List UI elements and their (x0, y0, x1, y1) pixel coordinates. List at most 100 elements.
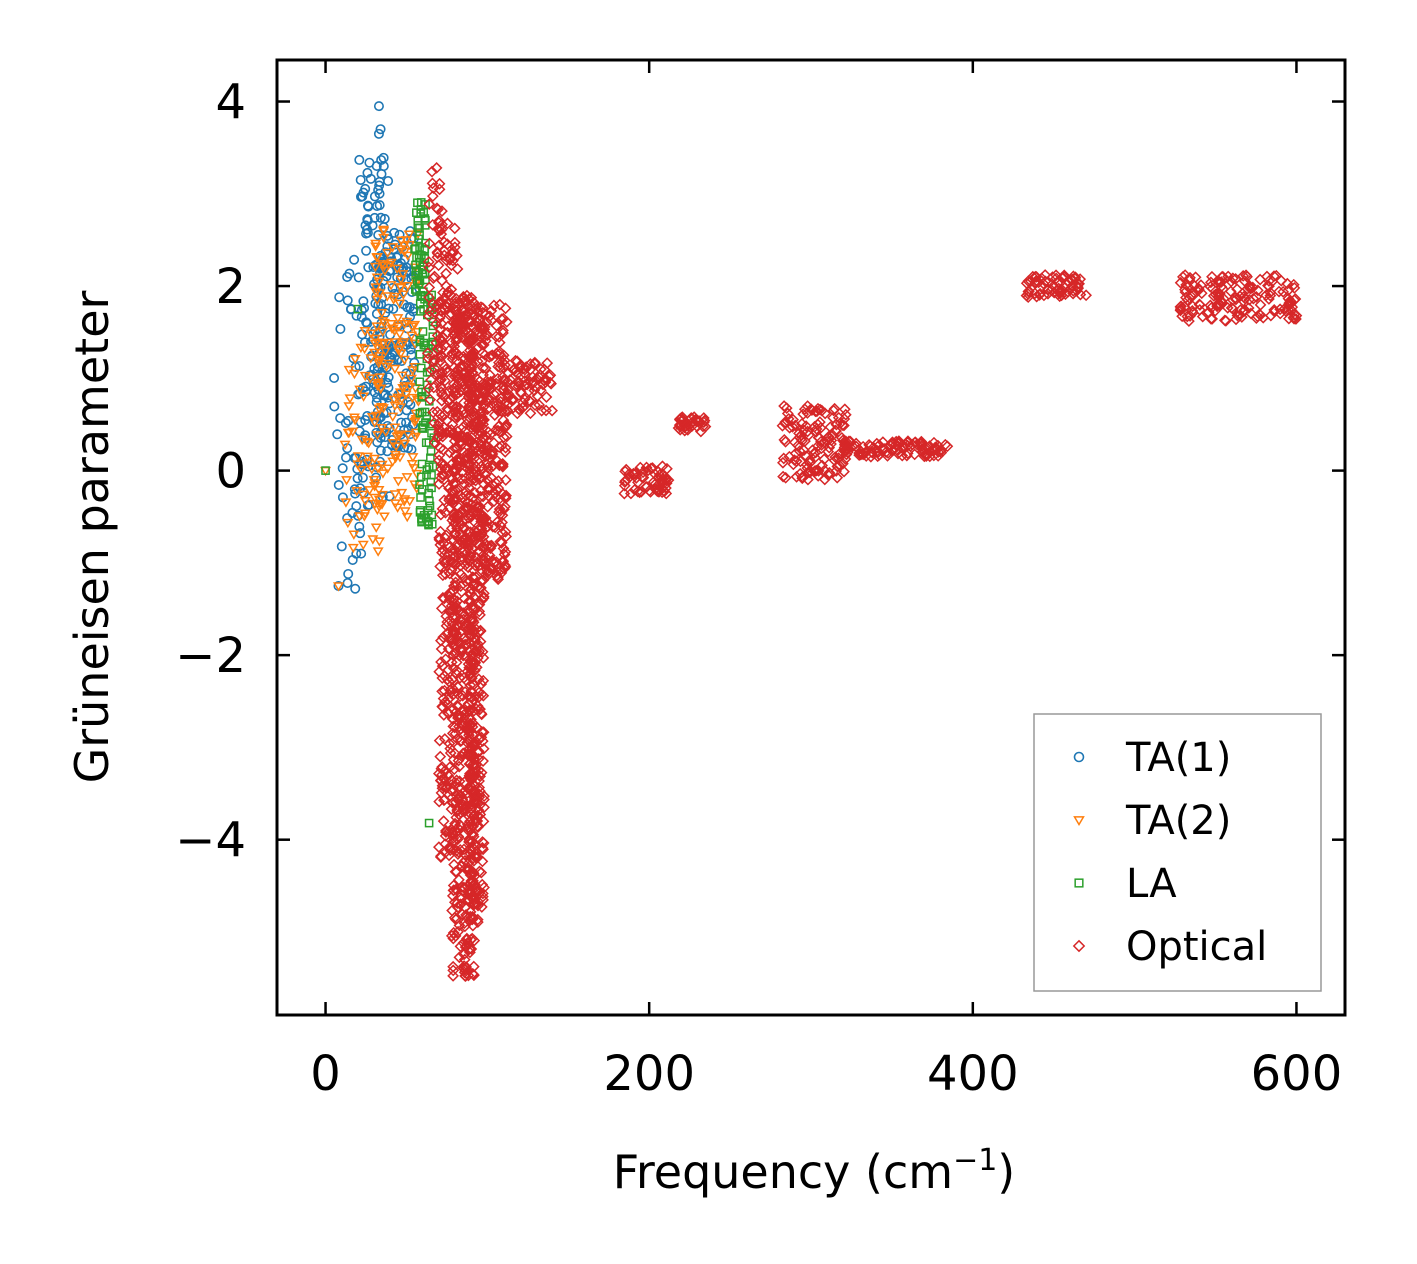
data-point (443, 254, 456, 266)
data-point (471, 506, 484, 518)
data-point (440, 824, 452, 837)
data-point (838, 436, 851, 448)
data-point (415, 299, 425, 308)
data-point (450, 811, 463, 824)
data-point (447, 443, 459, 456)
data-point (402, 430, 414, 441)
data-point (493, 331, 505, 343)
data-point (1279, 305, 1292, 317)
data-point (500, 316, 513, 328)
data-point (393, 345, 405, 355)
data-point (497, 349, 510, 362)
data-point (369, 262, 381, 273)
data-point (370, 288, 382, 298)
data-point (690, 414, 703, 427)
data-point (376, 260, 388, 270)
data-point (435, 458, 448, 471)
data-point (347, 543, 359, 554)
data-point (341, 476, 353, 486)
data-point (469, 486, 481, 499)
legend-marker-icon (1072, 939, 1086, 953)
data-point (445, 522, 458, 535)
data-point (472, 804, 485, 816)
data-point (441, 402, 454, 415)
data-point (355, 343, 367, 354)
data-point (454, 518, 467, 531)
data-point (818, 453, 831, 466)
data-point (460, 575, 472, 588)
data-point (451, 455, 464, 468)
data-point (435, 343, 448, 355)
data-point (388, 303, 399, 314)
data-point (344, 394, 356, 404)
data-point (812, 464, 825, 477)
data-point (467, 449, 479, 461)
data-point (447, 736, 460, 748)
data-point (329, 373, 340, 384)
data-point (434, 508, 447, 521)
data-point (465, 614, 478, 627)
data-point (337, 463, 348, 474)
data-point (440, 529, 452, 542)
data-point (475, 515, 488, 528)
data-point (447, 969, 459, 982)
data-point (480, 563, 493, 576)
x-axis-label-close: ) (997, 1145, 1015, 1199)
data-point (491, 372, 504, 385)
data-point (524, 407, 537, 420)
data-point (688, 411, 701, 424)
data-point (450, 667, 463, 680)
data-point (446, 400, 459, 413)
data-point (377, 469, 389, 479)
data-point (478, 330, 491, 343)
data-point (385, 258, 397, 268)
data-point (435, 228, 448, 241)
series-ta-2- (320, 225, 425, 592)
data-point (464, 679, 477, 692)
data-point (447, 932, 460, 945)
data-point (1234, 290, 1246, 303)
data-points-layer (320, 101, 1303, 983)
data-point (348, 413, 360, 423)
y-tick-label: 4 (215, 75, 246, 131)
data-point (814, 403, 826, 416)
data-point (394, 299, 406, 310)
data-point (463, 943, 476, 955)
data-point (451, 454, 464, 466)
data-point (376, 309, 388, 319)
data-point (1243, 293, 1256, 306)
data-point (800, 420, 812, 432)
y-tick-label: −2 (175, 628, 246, 684)
y-tick-label: −4 (175, 813, 246, 869)
data-point (366, 465, 378, 475)
data-point (1227, 294, 1239, 306)
data-point (1227, 272, 1239, 285)
data-point (400, 236, 412, 246)
data-point (618, 487, 631, 500)
data-point (443, 849, 455, 862)
data-point (446, 797, 459, 809)
data-point (1080, 289, 1092, 302)
data-point (335, 413, 346, 424)
data-point (466, 919, 479, 932)
data-point (450, 539, 463, 551)
data-point (458, 326, 471, 339)
data-point (779, 471, 792, 484)
data-point (815, 435, 827, 448)
data-point (371, 273, 383, 283)
data-point (437, 468, 450, 481)
data-point (476, 735, 489, 747)
data-point (463, 316, 476, 328)
data-point (445, 656, 458, 669)
data-point (477, 362, 490, 374)
data-point (454, 672, 466, 684)
data-point (446, 347, 459, 360)
data-point (807, 447, 820, 460)
data-point (538, 363, 551, 376)
data-point (448, 747, 461, 760)
data-point (441, 217, 454, 230)
data-point (332, 429, 343, 440)
data-point (457, 290, 470, 303)
data-point (470, 623, 483, 636)
data-point (447, 884, 460, 897)
